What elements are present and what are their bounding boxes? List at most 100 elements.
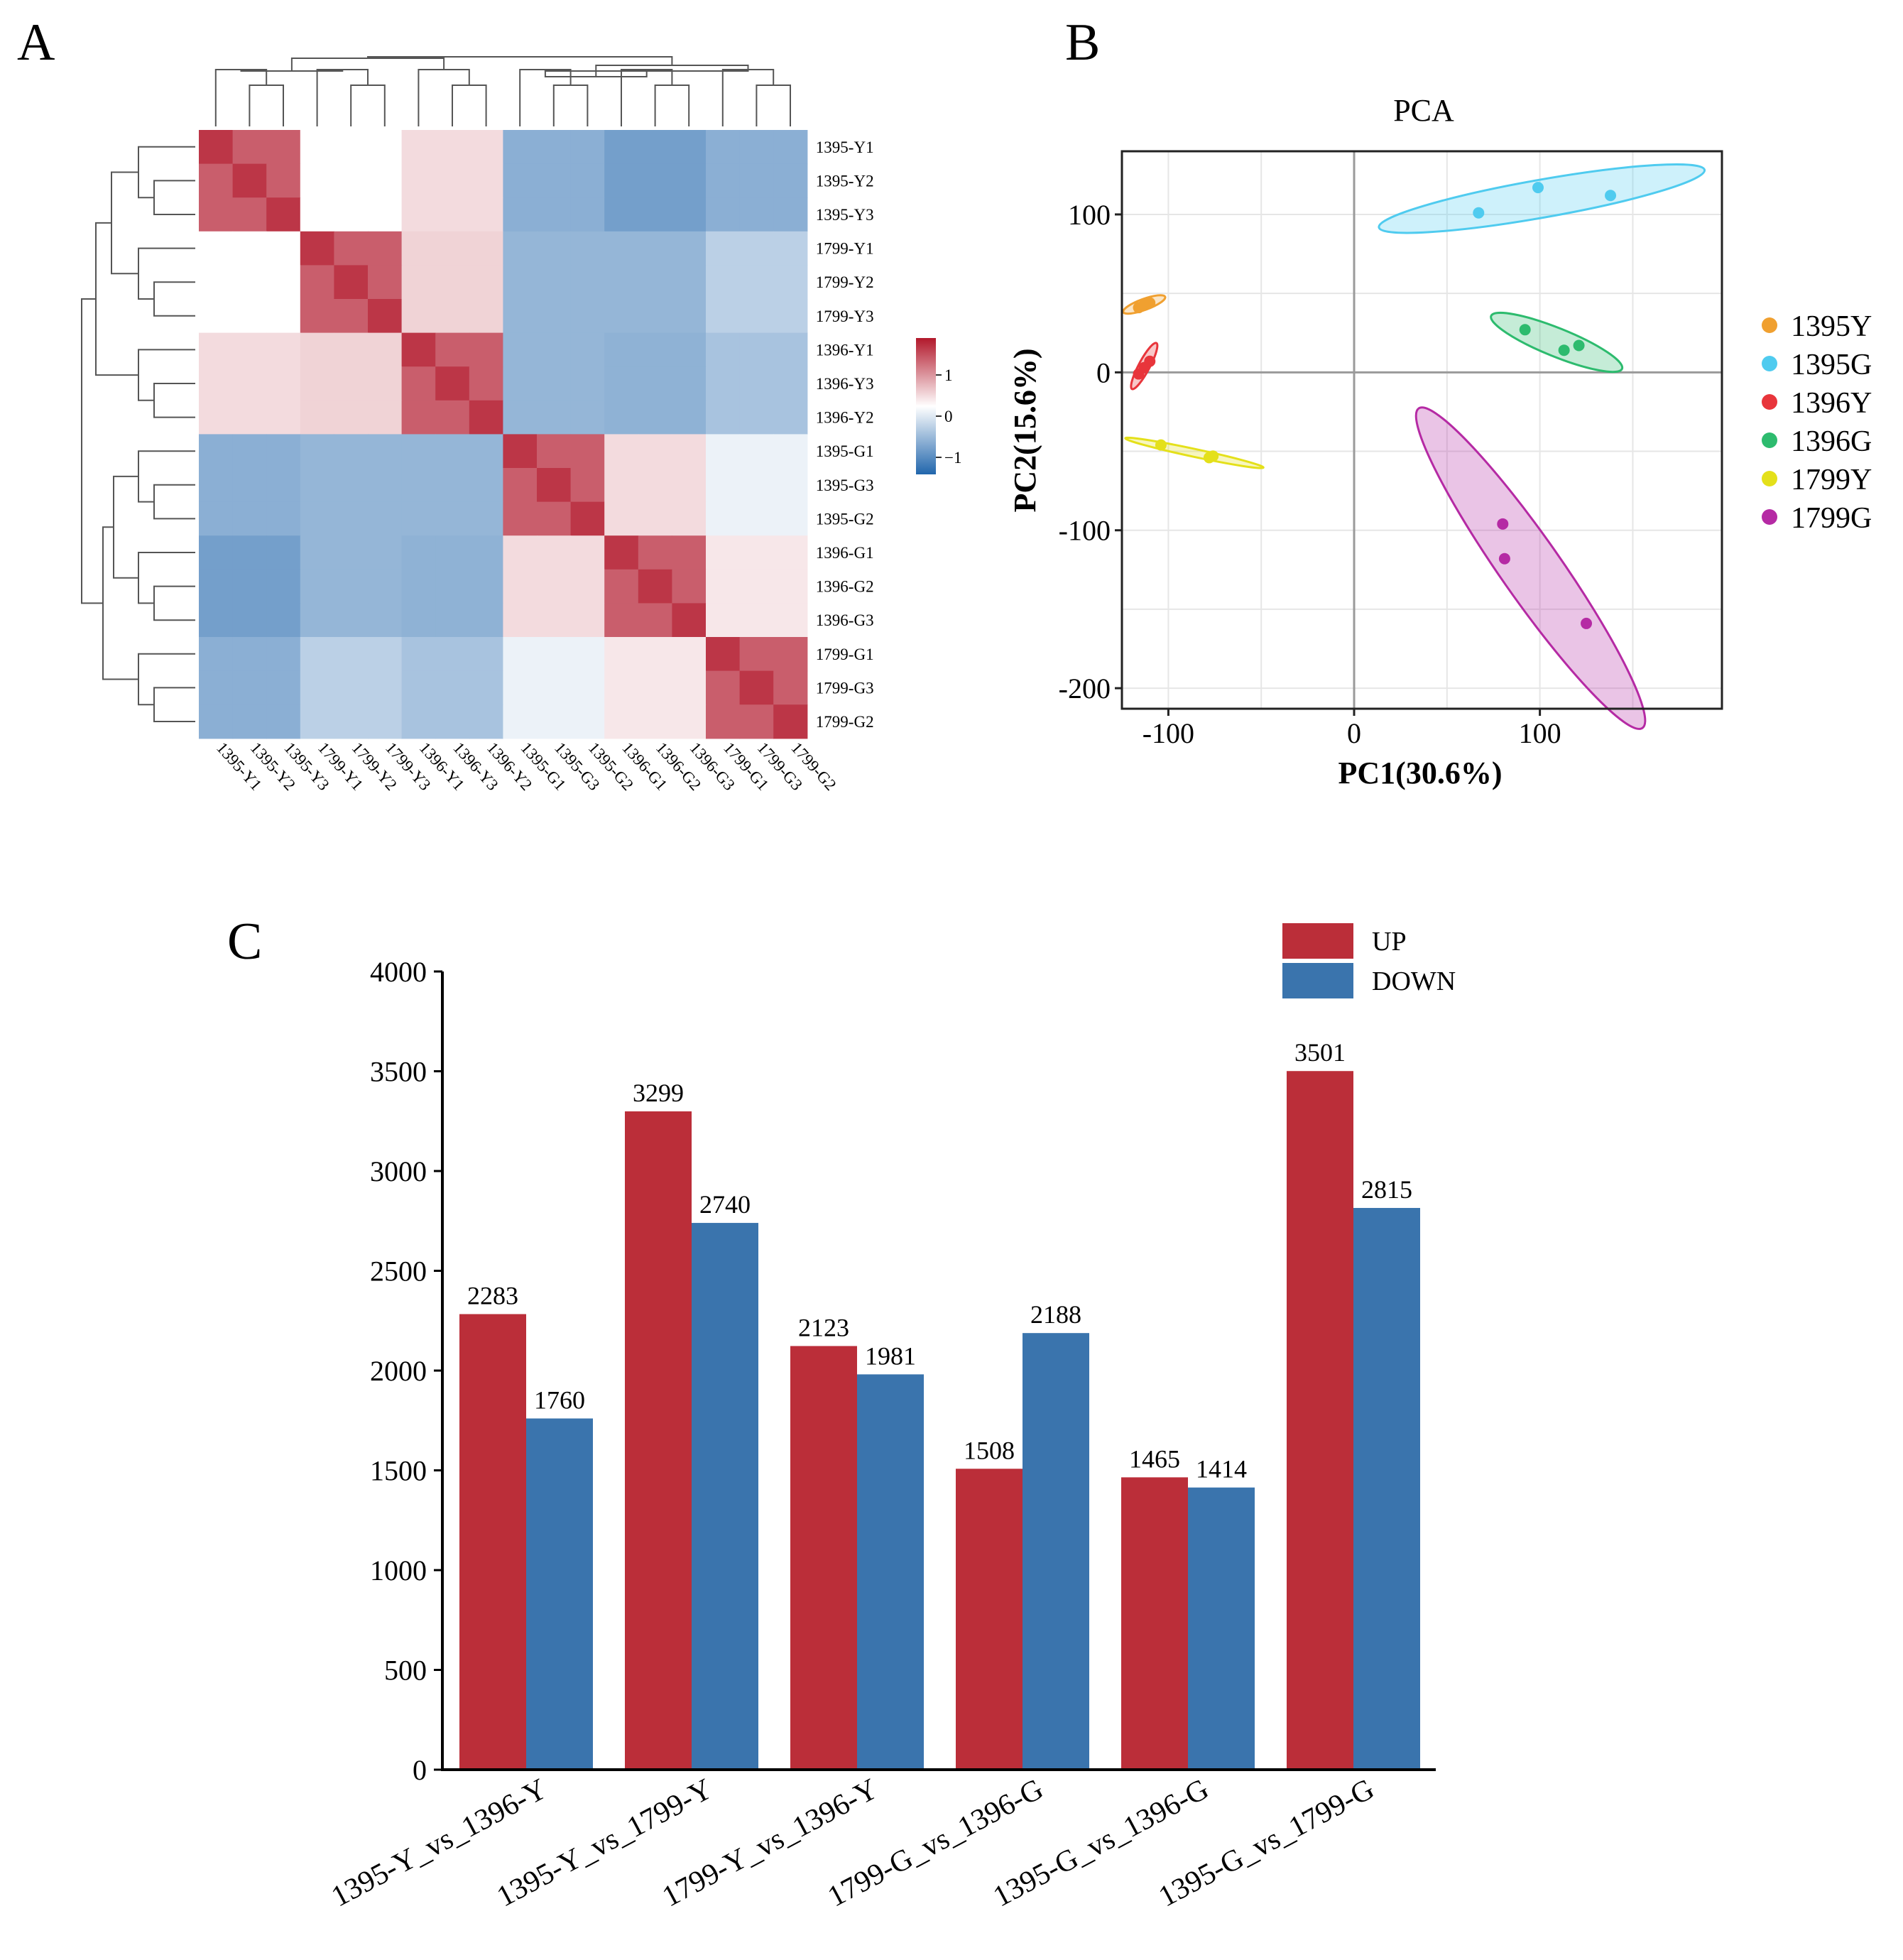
bar-up — [1121, 1477, 1188, 1770]
heatmap-cell — [368, 704, 403, 739]
bar-value-label: 3501 — [1294, 1038, 1346, 1067]
heatmap-cell — [773, 130, 808, 165]
legend-marker — [1762, 471, 1777, 486]
legend-label: 1395G — [1791, 349, 1872, 381]
heatmap-cell — [469, 332, 503, 367]
heatmap-cell — [503, 670, 538, 705]
heatmap-cell — [570, 231, 605, 266]
heatmap-cell — [300, 197, 334, 232]
legend-label: 1395Y — [1791, 310, 1872, 343]
colorbar-legend: 1 0 −1 — [916, 338, 961, 474]
bar-up — [1287, 1071, 1353, 1770]
heatmap-cell — [334, 366, 369, 401]
heatmap-cell — [739, 163, 774, 198]
heatmap-cell — [401, 366, 436, 401]
heatmap-cell — [435, 265, 470, 300]
heatmap-cell — [604, 603, 639, 638]
heatmap-cell — [401, 400, 436, 435]
heatmap-cell — [739, 265, 774, 300]
bar-panel: C 2283 1760 3299 2740 2123 1981 1508 2188 1465 14… — [227, 913, 1456, 1914]
heatmap-cell — [537, 670, 572, 705]
bar-value-label: 3299 — [633, 1079, 684, 1107]
bar-data-labels: 2283 1760 3299 2740 2123 1981 1508 2188 1465 1414… — [467, 1038, 1412, 1483]
heatmap-cell — [435, 197, 470, 232]
legend-label: 1396Y — [1791, 387, 1872, 420]
heatmap-cell — [537, 535, 572, 570]
heatmap-cell — [435, 468, 470, 503]
pca-points — [1133, 182, 1617, 629]
bar-down — [526, 1418, 593, 1770]
heatmap-cell — [706, 197, 741, 232]
heatmap-cell — [199, 603, 234, 638]
heatmap-cell — [401, 163, 436, 198]
row-label: 1395-Y1 — [816, 138, 874, 156]
heatmap-cell — [739, 501, 774, 536]
heatmap-cell — [334, 197, 369, 232]
panel-label-b: B — [1065, 13, 1100, 72]
heatmap-cell — [232, 434, 267, 469]
heatmap-cell — [570, 130, 605, 165]
heatmap-cell — [469, 637, 503, 672]
heatmap-cell — [739, 704, 774, 739]
heatmap-cell — [401, 332, 436, 367]
heatmap-cell — [469, 130, 503, 165]
heatmap-cell — [199, 535, 234, 570]
heatmap-cell — [570, 265, 605, 300]
heatmap-cell — [266, 535, 301, 570]
y-tick-label: 0 — [1096, 356, 1111, 388]
heatmap-cell — [435, 704, 470, 739]
panel-label-c: C — [227, 913, 262, 971]
heatmap-cell — [706, 670, 741, 705]
heatmap-cell — [232, 637, 267, 672]
heatmap-cell — [570, 637, 605, 672]
heatmap-cell — [503, 637, 538, 672]
legend-label: 1799G — [1791, 502, 1872, 535]
heatmap-cell — [604, 501, 639, 536]
heatmap-cell — [368, 434, 403, 469]
dendrogram-link — [138, 450, 195, 503]
row-label: 1396-Y3 — [816, 375, 874, 393]
heatmap-cell — [469, 704, 503, 739]
heatmap-cell — [638, 130, 672, 165]
heatmap-cell — [570, 400, 605, 435]
heatmap-cell — [334, 704, 369, 739]
heatmap-cell — [706, 332, 741, 367]
heatmap-cell — [266, 434, 301, 469]
heatmap-cell — [368, 468, 403, 503]
heatmap-cell — [266, 130, 301, 165]
heatmap-cell — [199, 130, 234, 165]
heatmap-cell — [638, 332, 672, 367]
pca-plot-area — [1122, 151, 1722, 709]
heatmap-cell — [469, 299, 503, 334]
heatmap-cell — [368, 569, 403, 604]
heatmap-cell — [469, 265, 503, 300]
heatmap-cell — [334, 130, 369, 165]
pca-x-axis-title: PC1(30.6%) — [1338, 756, 1503, 790]
heatmap-cell — [368, 163, 403, 198]
heatmap-cell — [739, 197, 774, 232]
heatmap-cell — [199, 434, 234, 469]
heatmap-cell — [266, 704, 301, 739]
heatmap-cell — [672, 468, 707, 503]
heatmap-cell — [570, 501, 605, 536]
heatmap-cell — [638, 468, 672, 503]
heatmap-cell — [469, 163, 503, 198]
heatmap-cell — [638, 400, 672, 435]
bar-series — [459, 1071, 1420, 1770]
heatmap-cells — [199, 130, 808, 739]
heatmap-cell — [570, 603, 605, 638]
heatmap-cell — [368, 603, 403, 638]
heatmap-cell — [435, 231, 470, 266]
heatmap-cell — [638, 670, 672, 705]
point-1395Y — [1133, 302, 1145, 314]
dendrogram-link — [95, 222, 138, 376]
heatmap-cell — [300, 535, 334, 570]
dendrogram-link — [519, 69, 572, 126]
bar-down — [692, 1223, 758, 1770]
heatmap-cell — [368, 670, 403, 705]
heatmap-cell — [604, 400, 639, 435]
heatmap-cell — [401, 603, 436, 638]
point-1396Y — [1133, 368, 1145, 380]
heatmap-cell — [401, 670, 436, 705]
colorbar-tick-label: 0 — [944, 408, 953, 425]
